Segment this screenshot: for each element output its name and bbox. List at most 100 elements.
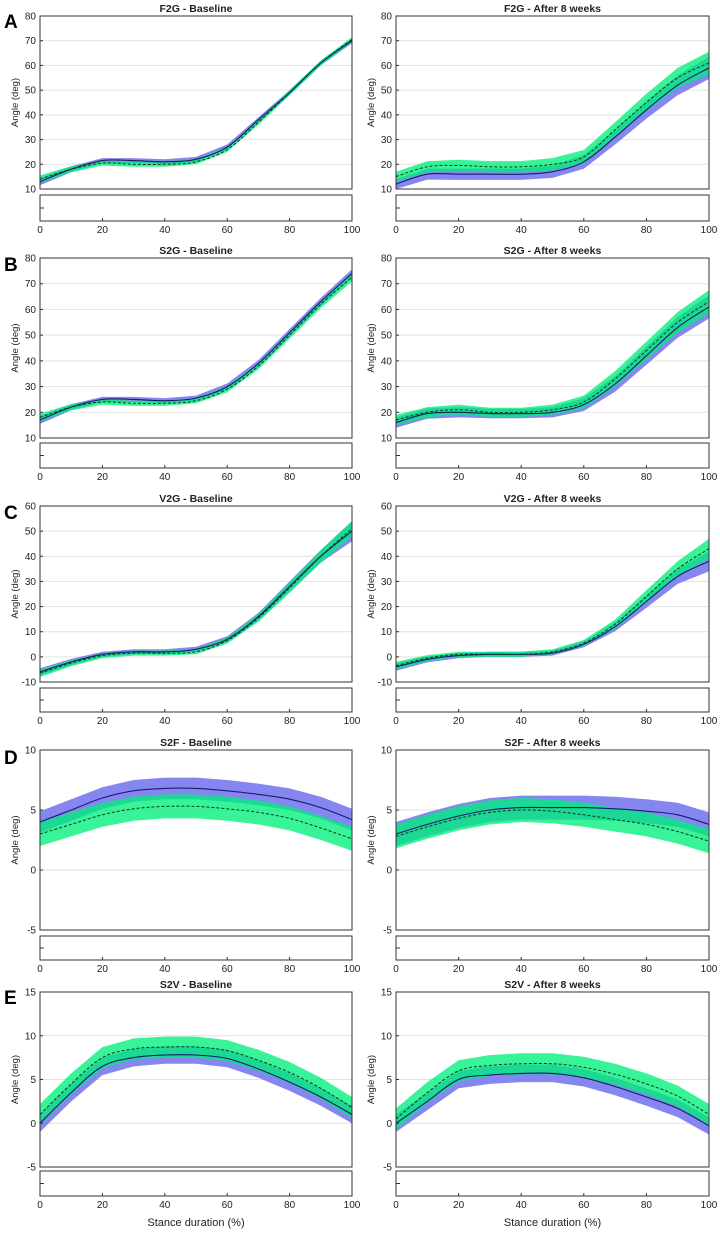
- y-tick-label: 40: [25, 110, 37, 121]
- plot-frame: [39, 15, 353, 190]
- y-axis-label: Angle (deg): [366, 815, 377, 864]
- x-tick-label: 60: [222, 716, 234, 727]
- plot-frame: [39, 749, 353, 931]
- significance-strip: [395, 935, 710, 961]
- panel-a-left: 10 20 30 40 50 60 70 80 0 20 40 60 80 100 F2G - Baseli…: [4, 3, 361, 236]
- y-tick-label: 30: [25, 577, 37, 588]
- y-tick-label: 0: [30, 1119, 36, 1130]
- x-tick-label: 20: [453, 964, 465, 975]
- mean-line-dashed: [396, 809, 709, 842]
- x-tick-label: 40: [159, 472, 171, 483]
- y-tick-label: 20: [381, 602, 393, 613]
- x-tick-label: 0: [393, 716, 399, 727]
- y-tick-label: 60: [381, 61, 393, 72]
- significance-strip: [39, 687, 353, 713]
- y-tick-label: 0: [386, 652, 392, 663]
- plot-area: [40, 777, 352, 851]
- x-tick-label: 0: [393, 964, 399, 975]
- y-tick-label: 0: [30, 652, 36, 663]
- y-tick-label: 20: [25, 408, 37, 419]
- mean-line-solid: [40, 787, 352, 823]
- y-tick-label: 30: [381, 135, 393, 146]
- x-tick-label: 0: [37, 964, 43, 975]
- y-tick-label: 50: [25, 527, 37, 538]
- y-tick-label: 60: [25, 61, 37, 72]
- panel-letter: A: [4, 12, 18, 33]
- y-tick-label: 20: [381, 160, 393, 171]
- y-tick-label: 40: [381, 110, 393, 121]
- x-tick-label: 40: [159, 1200, 171, 1211]
- x-tick-label: 20: [453, 225, 465, 236]
- panel-title: S2F - Baseline: [160, 737, 232, 749]
- panel-title: S2V - Baseline: [160, 979, 233, 991]
- y-tick-label: 0: [386, 1119, 392, 1130]
- mean-line-dashed: [40, 805, 352, 840]
- x-tick-label: 0: [37, 225, 43, 236]
- y-tick-label: 5: [30, 806, 36, 817]
- x-tick-label: 40: [159, 225, 171, 236]
- y-tick-label: 0: [30, 866, 36, 877]
- y-tick-label: 20: [25, 160, 37, 171]
- x-tick-label: 100: [344, 1200, 361, 1211]
- y-axis-label: Angle (deg): [10, 1055, 21, 1104]
- y-tick-label: 5: [386, 806, 392, 817]
- panel-title: S2G - After 8 weeks: [504, 245, 602, 257]
- x-tick-label: 60: [222, 472, 234, 483]
- mean-line-solid: [40, 530, 352, 673]
- mean-line-solid: [396, 306, 709, 424]
- y-tick-label: 5: [30, 1075, 36, 1086]
- x-tick-label: 60: [222, 964, 234, 975]
- x-tick-label: 60: [222, 225, 234, 236]
- panel-title: S2F - After 8 weeks: [505, 737, 601, 749]
- y-axis-label: Angle (deg): [366, 323, 377, 372]
- y-axis-label: Angle (deg): [10, 815, 21, 864]
- x-tick-label: 80: [641, 225, 653, 236]
- y-axis-label: Angle (deg): [10, 323, 21, 372]
- y-axis-label: Angle (deg): [10, 78, 21, 127]
- y-tick-label: 50: [381, 527, 393, 538]
- x-tick-label: 20: [97, 225, 109, 236]
- x-tick-label: 80: [284, 472, 296, 483]
- mean-line-dashed: [40, 1046, 352, 1115]
- sd-band-solid: [40, 777, 352, 833]
- plot-area: [40, 521, 352, 677]
- x-tick-label: 20: [97, 964, 109, 975]
- y-tick-label: 40: [381, 356, 393, 367]
- sd-band-dashed: [396, 1053, 709, 1130]
- panel-title: V2G - Baseline: [159, 493, 233, 505]
- sd-band-dashed: [40, 273, 352, 422]
- panel-e-left: -5 0 5 10 15 0 20 40 60 80 100 S2V - Baseline Angle …: [4, 979, 361, 1211]
- y-tick-label: 20: [25, 602, 37, 613]
- x-tick-label: 80: [641, 716, 653, 727]
- x-tick-label: 100: [701, 1200, 718, 1211]
- plot-frame: [395, 505, 710, 683]
- y-tick-label: -5: [27, 1163, 36, 1174]
- sd-band-dashed: [40, 1036, 352, 1125]
- x-tick-label: 100: [701, 716, 718, 727]
- sd-band-dashed: [396, 51, 709, 182]
- y-tick-label: 70: [25, 279, 37, 290]
- y-tick-label: -5: [27, 926, 36, 937]
- y-axis-label: Angle (deg): [10, 569, 21, 618]
- x-tick-label: 100: [701, 225, 718, 236]
- y-tick-label: 80: [25, 254, 37, 265]
- mean-line-solid: [40, 1054, 352, 1124]
- y-tick-label: 10: [25, 434, 37, 445]
- plot-area: [396, 51, 709, 189]
- x-tick-label: 80: [284, 964, 296, 975]
- x-tick-label: 80: [284, 716, 296, 727]
- x-tick-label: 0: [37, 1200, 43, 1211]
- plot-area: [396, 538, 709, 671]
- y-tick-label: 5: [386, 1075, 392, 1086]
- x-tick-label: 20: [453, 472, 465, 483]
- y-tick-label: 80: [25, 12, 37, 23]
- x-tick-label: 40: [516, 1200, 528, 1211]
- panel-title: F2G - Baseline: [160, 3, 233, 15]
- y-tick-label: 10: [25, 1031, 37, 1042]
- x-axis-label: Stance duration (%): [504, 1217, 601, 1229]
- y-tick-label: 60: [381, 305, 393, 316]
- x-tick-label: 20: [453, 1200, 465, 1211]
- y-tick-label: 30: [381, 382, 393, 393]
